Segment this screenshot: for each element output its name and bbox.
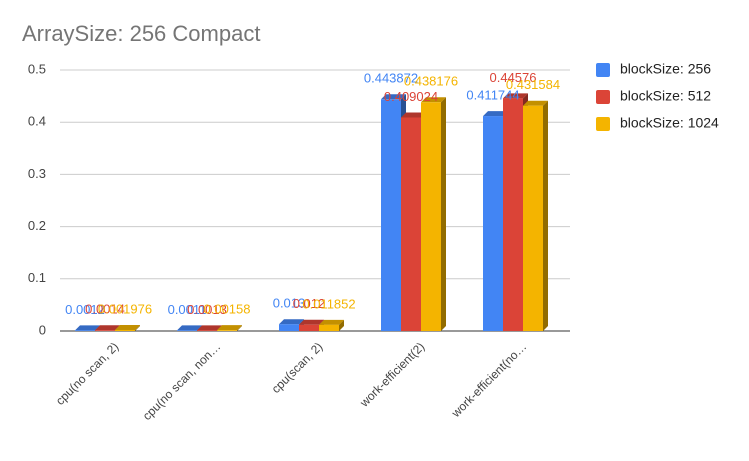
bar-top [95, 325, 120, 331]
bar-top [523, 100, 548, 106]
data-label: 0.443872 [364, 71, 418, 86]
bar-top [381, 94, 406, 100]
bar-side [237, 325, 242, 331]
bar-top [75, 325, 100, 331]
y-tick-label: 0.5 [28, 61, 46, 76]
data-label: 0.0014 [85, 302, 125, 317]
bar [523, 105, 543, 331]
bar [401, 117, 421, 331]
y-tick-label: 0.2 [28, 218, 46, 233]
chart-title: ArraySize: 256 Compact [22, 21, 260, 46]
bar [483, 116, 503, 331]
data-label: 0.411744 [466, 88, 519, 103]
bar-top [483, 111, 508, 117]
bar-side [441, 97, 446, 331]
data-label: 0.012 [293, 296, 326, 311]
bar-top [421, 97, 446, 103]
bar-top [503, 93, 528, 99]
bar [421, 102, 441, 331]
data-label: 0.431584 [506, 77, 560, 92]
bar-top [197, 325, 222, 331]
data-label: 0.409024 [384, 89, 438, 104]
bar [319, 324, 339, 331]
legend-swatch [596, 63, 610, 77]
data-label: 0.00158 [204, 302, 251, 317]
bar [197, 330, 217, 331]
bar-side [135, 324, 140, 331]
data-label: 0.0011 [168, 302, 207, 317]
data-label: 0.0013 [187, 302, 227, 317]
bar [75, 330, 95, 331]
bar [95, 330, 115, 331]
bar-top [401, 112, 426, 118]
bar [381, 99, 401, 331]
legend-swatch [596, 90, 610, 104]
bar-side [339, 319, 344, 331]
data-label: 0.013 [273, 296, 306, 311]
bar [279, 324, 299, 331]
bar-top [177, 325, 202, 331]
y-tick-label: 0 [39, 322, 46, 337]
legend-label: blockSize: 1024 [620, 115, 719, 131]
data-label: 0.001976 [98, 301, 152, 316]
bar [217, 330, 237, 331]
bar [299, 324, 319, 331]
data-label: 0.44576 [490, 70, 537, 85]
bar-top [217, 325, 242, 331]
legend-label: blockSize: 256 [620, 61, 711, 77]
bar-top [115, 324, 140, 330]
y-tick-label: 0.4 [28, 114, 46, 129]
y-tick-label: 0.1 [28, 270, 46, 285]
data-label: 0.0012 [65, 302, 105, 317]
bar-side [543, 100, 548, 331]
legend-label: blockSize: 512 [620, 88, 711, 104]
data-label: 0.011852 [302, 296, 355, 311]
bar-top [319, 319, 344, 325]
bar [177, 330, 197, 331]
y-tick-label: 0.3 [28, 166, 46, 181]
data-label: 0.438176 [404, 74, 458, 89]
bar [115, 329, 135, 331]
bar-top [299, 319, 324, 325]
legend-swatch [596, 117, 610, 131]
bar [503, 98, 523, 331]
bar-top [279, 319, 304, 325]
